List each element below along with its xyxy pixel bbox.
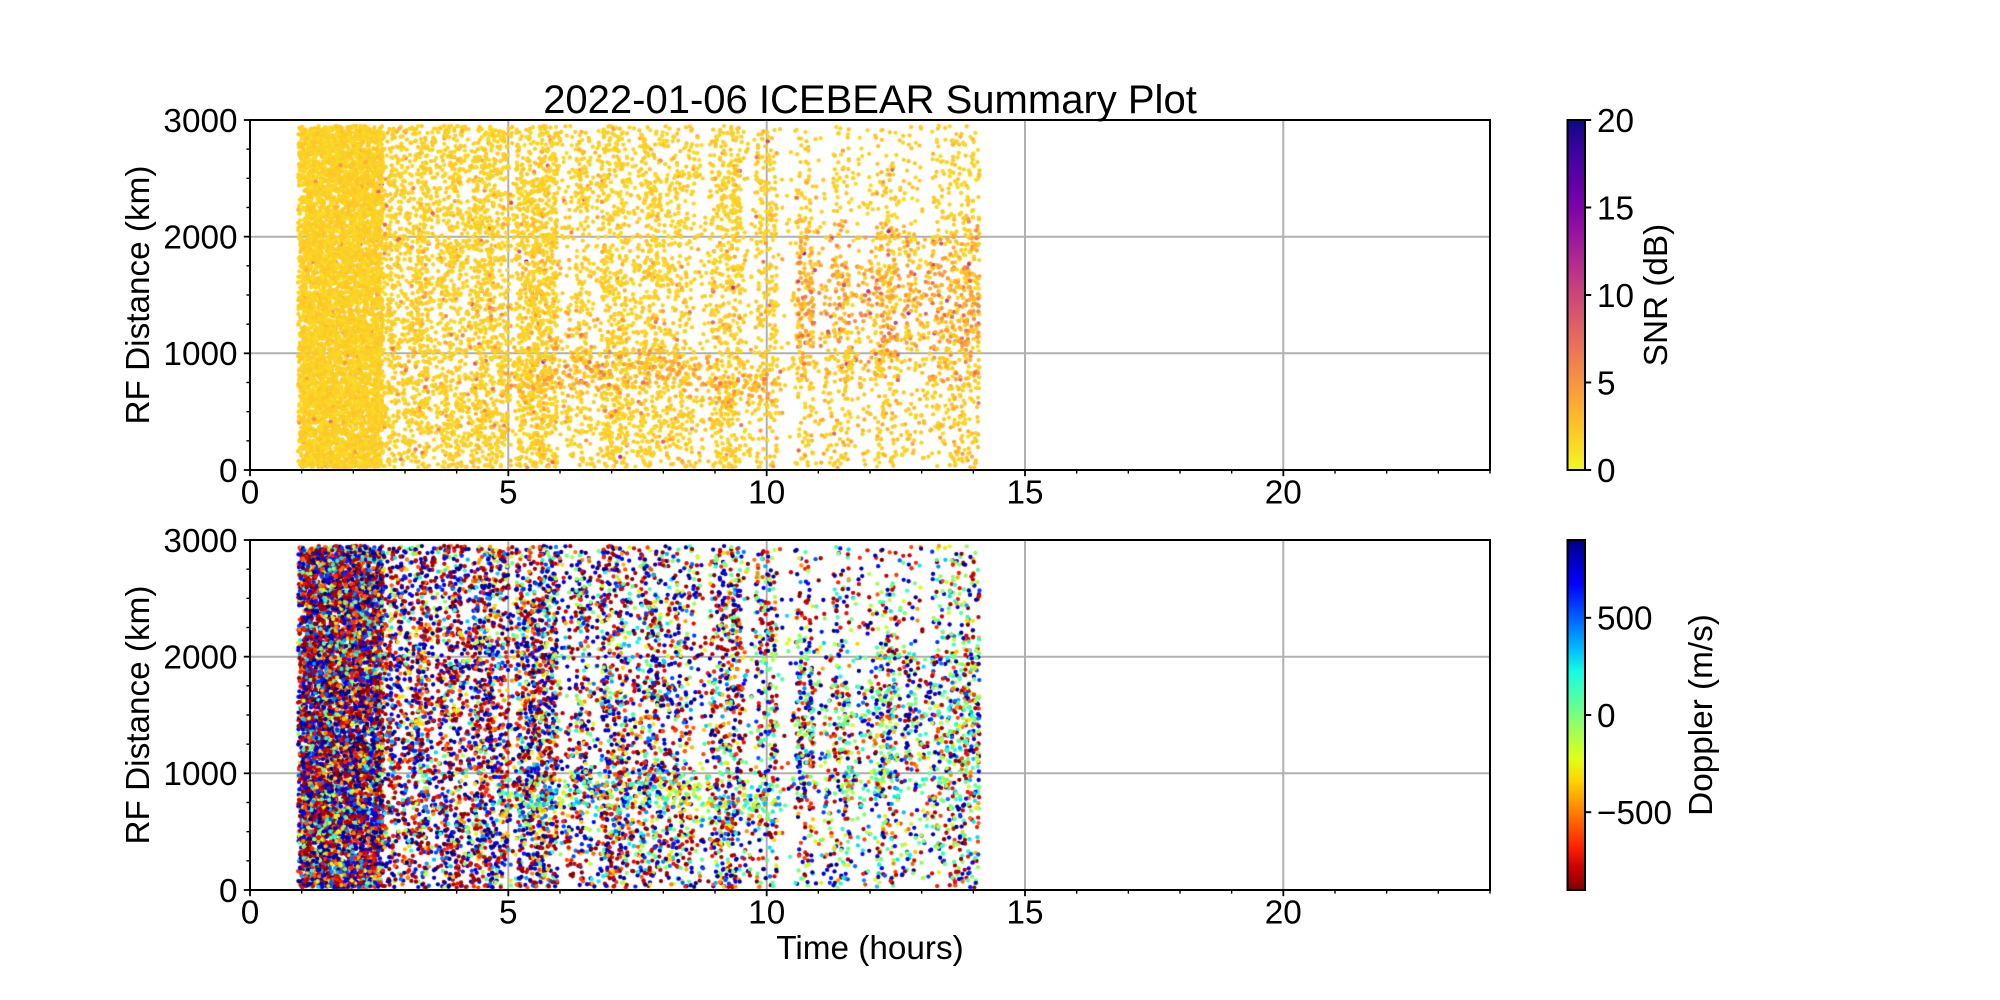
svg-text:5: 5 (499, 475, 518, 512)
svg-text:10: 10 (748, 895, 785, 932)
svg-text:RF Distance (km): RF Distance (km) (120, 586, 157, 845)
svg-text:SNR (dB): SNR (dB) (1638, 224, 1675, 366)
svg-text:15: 15 (1006, 895, 1043, 932)
svg-text:0: 0 (241, 895, 260, 932)
svg-text:0: 0 (241, 475, 260, 512)
svg-text:2022-01-06 ICEBEAR Summary Plo: 2022-01-06 ICEBEAR Summary Plot (543, 78, 1197, 122)
svg-text:20: 20 (1265, 895, 1302, 932)
svg-text:Doppler (m/s): Doppler (m/s) (1683, 614, 1720, 816)
svg-text:0: 0 (1597, 453, 1616, 490)
svg-text:15: 15 (1006, 475, 1043, 512)
svg-text:RF Distance (km): RF Distance (km) (120, 166, 157, 425)
svg-text:1000: 1000 (163, 336, 237, 373)
svg-text:2000: 2000 (163, 640, 237, 677)
svg-text:10: 10 (1597, 278, 1634, 315)
svg-text:20: 20 (1265, 475, 1302, 512)
svg-text:3000: 3000 (163, 103, 237, 140)
svg-text:0: 0 (219, 873, 238, 910)
svg-text:1000: 1000 (163, 756, 237, 793)
svg-text:0: 0 (1597, 698, 1616, 735)
svg-text:500: 500 (1597, 601, 1653, 638)
svg-text:10: 10 (748, 475, 785, 512)
svg-text:2000: 2000 (163, 220, 237, 257)
svg-text:Time (hours): Time (hours) (776, 930, 963, 967)
svg-text:5: 5 (1597, 365, 1616, 402)
svg-text:5: 5 (499, 895, 518, 932)
svg-text:20: 20 (1597, 103, 1634, 140)
svg-text:15: 15 (1597, 190, 1634, 227)
svg-text:0: 0 (219, 453, 238, 490)
svg-text:3000: 3000 (163, 523, 237, 560)
svg-text:−500: −500 (1597, 795, 1672, 832)
